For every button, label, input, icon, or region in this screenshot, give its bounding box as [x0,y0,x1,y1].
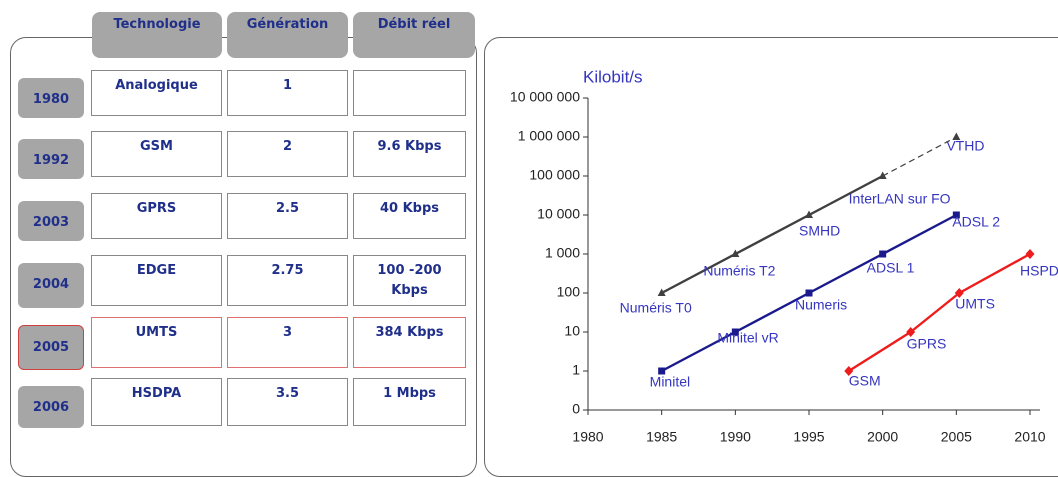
marker [658,367,666,375]
table-cell: GPRS [91,193,222,239]
point-label: VTHD [946,138,984,154]
marker [731,328,739,336]
line-segment [808,252,884,295]
line-segment [661,330,736,373]
marker [657,288,666,296]
point-label: Minitel [650,374,690,390]
y-tick-label: 10 000 [537,206,580,222]
line-segment [661,252,736,295]
point-label: UMTS [955,296,995,312]
page: {"table": {"header": ["Technologie", "Gé… [10,12,1058,477]
table-cell: 2.75 [227,255,348,306]
point-label: Numéris T2 [703,263,775,279]
y-tick-label: 0 [572,401,580,417]
line-segment [808,174,884,217]
marker [879,250,887,258]
point-label: GSM [849,373,881,389]
column-header: Débit réel [353,12,475,58]
y-tick-label: 100 [557,284,581,300]
marker [952,211,960,219]
x-tick-label: 1990 [720,429,751,445]
table-cell: 40 Kbps [353,193,466,239]
point-label: Numeris [795,297,847,313]
marker [844,366,854,376]
y-tick-label: 1 [572,362,580,378]
x-tick-label: 2005 [941,429,972,445]
y-tick-label: 1 000 000 [518,128,580,144]
x-tick-label: 2000 [867,429,898,445]
table-cell: 1 Mbps [353,378,466,426]
line-segment [734,213,810,256]
y-axis-title: Kilobit/s [583,67,643,86]
marker [906,327,916,337]
chart: Kilobit/s 0 1 10 100 1 000 10 000 100 000 1 000… [510,67,1058,445]
table-cell: 3 [227,317,348,368]
row-year: 2004 [18,263,84,308]
point-label: GPRS [907,336,947,352]
table-cell: HSDPA [91,378,222,426]
x-tick-label: 1995 [793,429,824,445]
marker [805,289,813,297]
table-cell: GSM [91,131,222,177]
table-cell: 1 [227,70,348,116]
column-header: Technologie [92,12,222,58]
x-tick-label: 1985 [646,429,677,445]
point-label: Numéris T0 [620,300,692,316]
table-cell: 384 Kbps [353,317,466,368]
row-year: 2005 [18,325,84,370]
marker [954,288,964,298]
point-label: HSPDA [1020,263,1058,279]
point-label: SMHD [799,223,840,239]
y-tick-label: 100 000 [529,167,580,183]
x-tick-label: 2010 [1014,429,1045,445]
line-segment [958,252,1031,295]
x-tick-label: 1980 [572,429,603,445]
marker [952,132,961,140]
line-segment [882,213,957,256]
y-tick-label: 10 [564,323,580,339]
line-segment [909,292,961,333]
table-cell: 3.5 [227,378,348,426]
table-cell: 9.6 Kbps [353,131,466,177]
marker [731,249,740,257]
table-cell: UMTS [91,317,222,368]
row-year: 1980 [18,78,84,118]
y-tick-label: 10 000 000 [510,89,580,105]
table-cell: EDGE [91,255,222,306]
marker [878,171,887,179]
column-header: Génération [227,12,348,58]
row-year: 1992 [18,139,84,179]
marker [805,210,813,218]
marker [1025,249,1035,259]
point-label: ADSL 1 [867,260,915,276]
table-cell: Analogique [91,70,222,116]
row-year: 2003 [18,201,84,241]
point-label: InterLAN sur FO [849,191,951,207]
table-cell: 2.5 [227,193,348,239]
point-label: Minitel vR [717,330,778,346]
point-label: ADSL 2 [952,214,1000,230]
line-segment [882,136,957,177]
table-cell: 100 -200 Kbps [353,255,466,306]
y-tick-label: 1 000 [545,245,580,261]
line-segment [734,291,810,334]
row-year: 2006 [18,386,84,428]
table-cell [353,70,466,116]
table-cell: 2 [227,131,348,177]
line-segment [848,330,912,373]
